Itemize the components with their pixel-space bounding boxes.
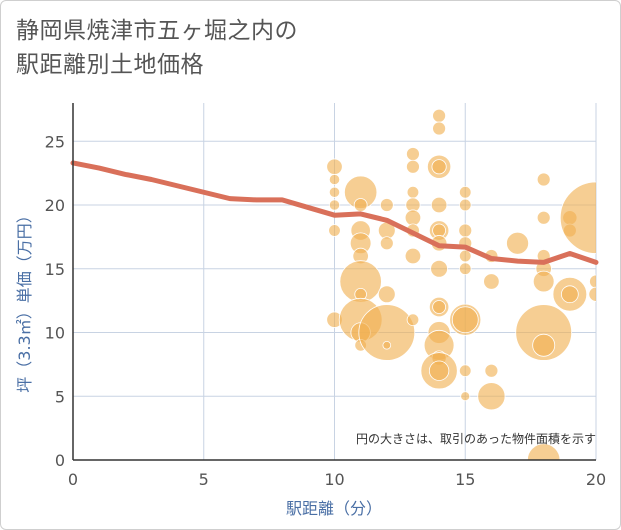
bubble-point-0 [326, 158, 343, 175]
bubble-point-75 [588, 286, 596, 302]
bubble-point-50 [458, 249, 472, 263]
bubble-point-16 [379, 198, 394, 212]
bubble-point-3 [328, 199, 341, 211]
title-line-2: 駅距離別土地価格 [16, 52, 204, 78]
tick-labels: 0 5 10 15 20 0 5 10 15 20 25 [45, 132, 607, 489]
axes [72, 103, 596, 461]
bubble-point-40 [432, 300, 447, 314]
bubble-point-55 [460, 391, 471, 402]
bubble-point-67 [532, 333, 556, 357]
x-axis-label: 駅距離（分） [286, 499, 382, 518]
trend-line-group [70, 160, 599, 265]
bubble-point-51 [458, 262, 472, 275]
bubble-point-46 [458, 185, 472, 199]
y-tick-label-2: 10 [45, 324, 65, 343]
bubble-point-19 [377, 285, 396, 304]
bubble-point-34 [430, 196, 448, 214]
bubble-point-74 [589, 274, 596, 289]
x-tick-label-2: 10 [324, 470, 344, 489]
bubbles [326, 108, 596, 460]
bubble-point-73 [559, 181, 596, 254]
bubble-point-4 [328, 224, 341, 237]
bubble-point-60 [506, 231, 530, 255]
bubble-point-54 [458, 364, 472, 377]
bubble-point-24 [406, 185, 420, 199]
y-tick-label-1: 5 [55, 387, 65, 406]
grid [72, 103, 597, 461]
bubble-point-20 [358, 304, 416, 361]
bubble-point-22 [406, 147, 420, 161]
bubble-point-61 [536, 172, 551, 187]
bubble-point-1 [328, 173, 341, 186]
bubble-point-68 [527, 443, 561, 460]
x-tick-label-1: 5 [199, 470, 209, 489]
bubble-point-45 [428, 360, 450, 381]
bubble-point-58 [484, 363, 499, 378]
chart-title: 静岡県焼津市五ヶ堀之内の 駅距離別土地価格 [16, 14, 298, 82]
trend-line [70, 160, 599, 265]
bubble-point-33 [431, 159, 447, 175]
bubble-point-2 [328, 186, 341, 198]
bubble-point-65 [532, 270, 555, 293]
bubble-point-38 [430, 259, 448, 278]
y-tick-label-0: 0 [55, 451, 65, 470]
bubble-point-47 [458, 198, 472, 212]
x-tick-label-0: 0 [68, 470, 78, 489]
bubble-point-53 [451, 306, 479, 334]
bubble-point-26 [404, 209, 422, 226]
x-tick-label-3: 15 [455, 470, 475, 489]
bubble-point-59 [477, 382, 506, 411]
y-tick-label-3: 15 [45, 260, 65, 279]
title-line-1: 静岡県焼津市五ヶ堀之内の [16, 18, 298, 44]
bubble-point-29 [406, 313, 420, 326]
bubble-point-72 [560, 285, 579, 304]
bubble-point-21 [382, 340, 392, 350]
bubble-point-28 [404, 247, 422, 265]
bubble-size-note: 円の大きさは、取引のあった物件面積を示す [356, 431, 596, 446]
bubble-point-7 [353, 198, 368, 212]
bubble-point-18 [379, 236, 394, 251]
bubble-point-62 [536, 210, 551, 225]
bubble-point-23 [406, 159, 420, 174]
bubble-point-57 [483, 273, 500, 290]
y-tick-label-5: 25 [45, 132, 65, 151]
y-tick-label-4: 20 [45, 196, 65, 215]
y-axis-label: 坪（3.3㎡）単価（万円） [15, 207, 34, 392]
bubble-point-30 [432, 108, 447, 123]
bubble-point-31 [432, 121, 447, 136]
x-tick-label-4: 20 [586, 470, 606, 489]
bubble-point-66 [515, 304, 573, 361]
bubble-point-48 [458, 223, 473, 238]
